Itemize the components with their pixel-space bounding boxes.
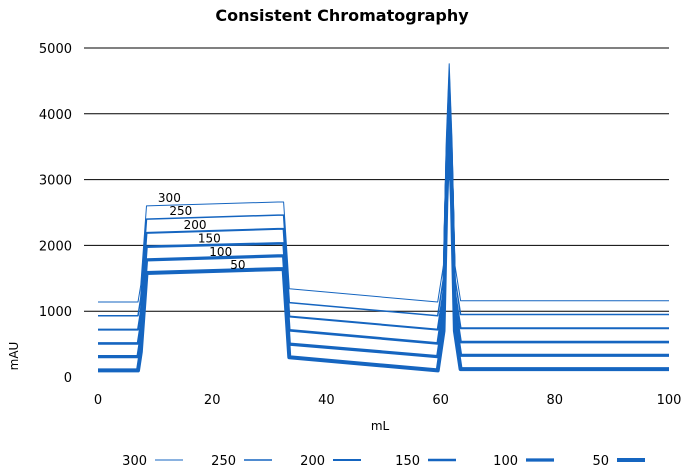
x-tick-label: 20 <box>204 393 221 408</box>
y-tick-label: 2000 <box>39 239 72 254</box>
legend-label-200: 200 <box>300 454 325 469</box>
series-label-300: 300 <box>158 191 181 205</box>
legend-label-50: 50 <box>592 454 609 469</box>
series-label-50: 50 <box>230 258 245 272</box>
chart-title: Consistent Chromatography <box>215 6 469 25</box>
y-tick-labels: 0 1000 2000 3000 4000 5000 <box>39 42 72 386</box>
x-tick-label: 40 <box>318 393 335 408</box>
series-label-200: 200 <box>184 218 207 232</box>
series-line-100 <box>98 108 669 359</box>
x-axis-label: mL <box>371 419 390 433</box>
y-tick-label: 0 <box>64 371 72 386</box>
series-lines <box>98 63 669 373</box>
x-tick-label: 80 <box>547 393 564 408</box>
series-label-250: 250 <box>169 204 192 218</box>
x-tick-label: 100 <box>657 393 682 408</box>
y-tick-label: 4000 <box>39 108 72 123</box>
x-tick-labels: 0 20 40 60 80 100 <box>94 393 682 408</box>
x-tick-label: 60 <box>432 393 449 408</box>
legend-label-250: 250 <box>211 454 236 469</box>
y-tick-label: 1000 <box>39 305 72 320</box>
series-line-300 <box>98 63 669 303</box>
series-label-150: 150 <box>198 232 221 246</box>
series-line-50 <box>98 118 669 373</box>
x-tick-label: 0 <box>94 393 102 408</box>
legend-label-100: 100 <box>493 454 518 469</box>
legend: 300 250 200 150 100 50 <box>122 454 645 469</box>
legend-label-150: 150 <box>395 454 420 469</box>
y-axis-label: mAU <box>7 342 21 371</box>
y-tick-label: 5000 <box>39 42 72 57</box>
y-tick-label: 3000 <box>39 174 72 189</box>
legend-label-300: 300 <box>122 454 147 469</box>
series-line-250 <box>98 76 669 317</box>
series-label-100: 100 <box>209 245 232 259</box>
